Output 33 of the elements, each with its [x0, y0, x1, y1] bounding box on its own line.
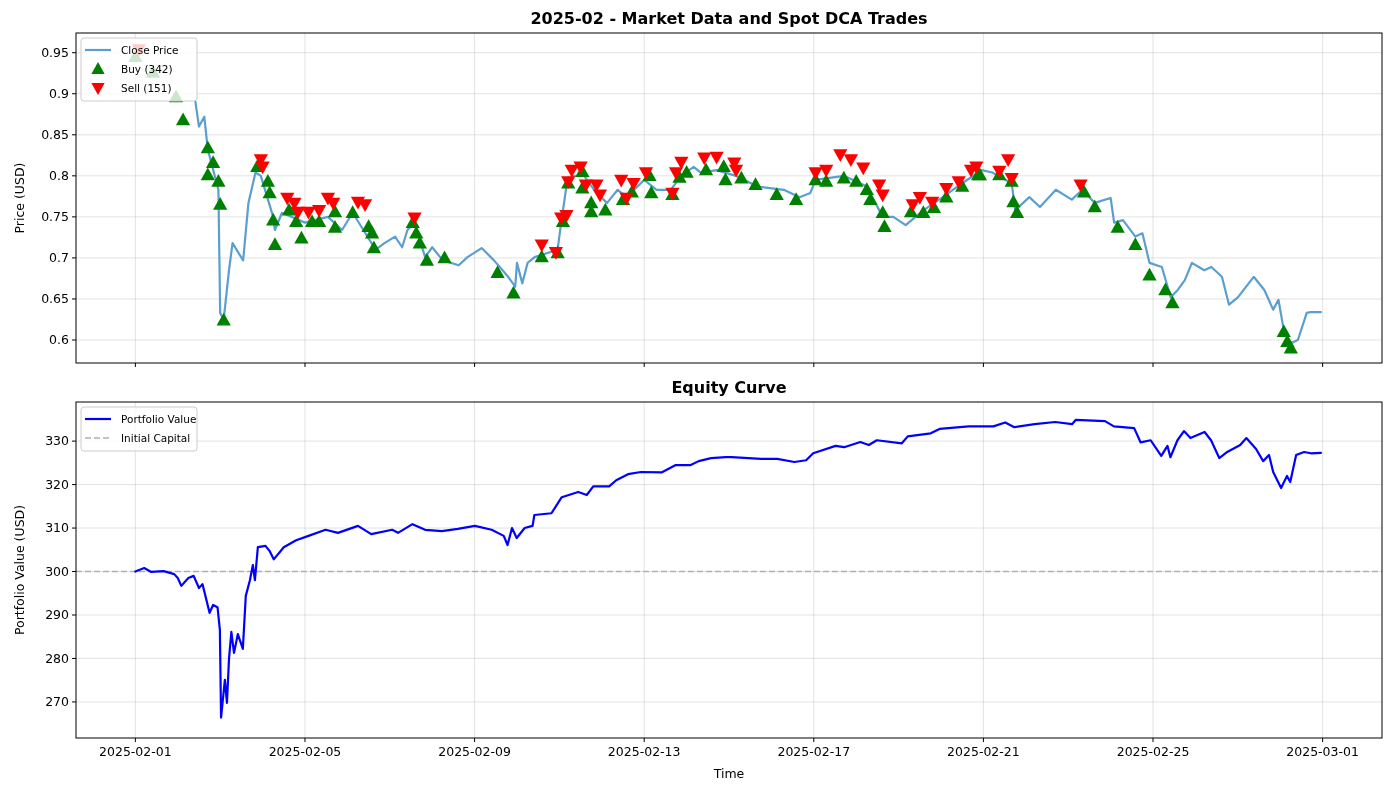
legend-label: Close Price: [121, 43, 179, 56]
y-axis-title: Portfolio Value (USD): [12, 504, 27, 636]
y-tick-label: 310: [45, 520, 70, 536]
y-tick-label: 280: [45, 650, 70, 666]
chart-title: Equity Curve: [671, 378, 787, 397]
x-tick-label: 2025-02-25: [1116, 744, 1190, 759]
legend-label: Sell (151): [121, 81, 172, 94]
y-tick-label: 0.65: [41, 291, 69, 307]
x-axis-title: Time: [712, 766, 745, 781]
x-tick-label: 2025-02-05: [268, 744, 342, 759]
y-tick-label: 0.8: [49, 168, 70, 184]
x-tick-label: 2025-02-01: [99, 744, 172, 759]
y-tick-label: 330: [45, 433, 70, 449]
y-tick-label: 270: [45, 694, 70, 710]
x-tick-label: 2025-02-21: [947, 744, 1020, 759]
legend-label: Portfolio Value: [121, 412, 197, 425]
x-tick-label: 2025-03-01: [1286, 744, 1359, 759]
y-tick-label: 0.9: [49, 86, 70, 102]
chart-title: 2025-02 - Market Data and Spot DCA Trades: [530, 9, 928, 28]
y-tick-label: 0.85: [41, 127, 69, 143]
x-tick-label: 2025-02-17: [777, 744, 851, 759]
y-tick-label: 0.7: [49, 250, 69, 266]
y-tick-label: 300: [45, 563, 70, 579]
y-tick-label: 0.75: [41, 209, 69, 225]
y-tick-label: 0.95: [41, 45, 69, 61]
legend-label: Initial Capital: [121, 431, 191, 444]
y-tick-label: 290: [45, 607, 70, 623]
y-axis-title: Price (USD): [12, 162, 27, 234]
legend-label: Buy (342): [121, 62, 173, 75]
y-tick-label: 320: [45, 476, 70, 492]
y-tick-label: 0.6: [49, 332, 70, 348]
x-tick-label: 2025-02-13: [607, 744, 681, 759]
x-tick-label: 2025-02-09: [438, 744, 511, 759]
